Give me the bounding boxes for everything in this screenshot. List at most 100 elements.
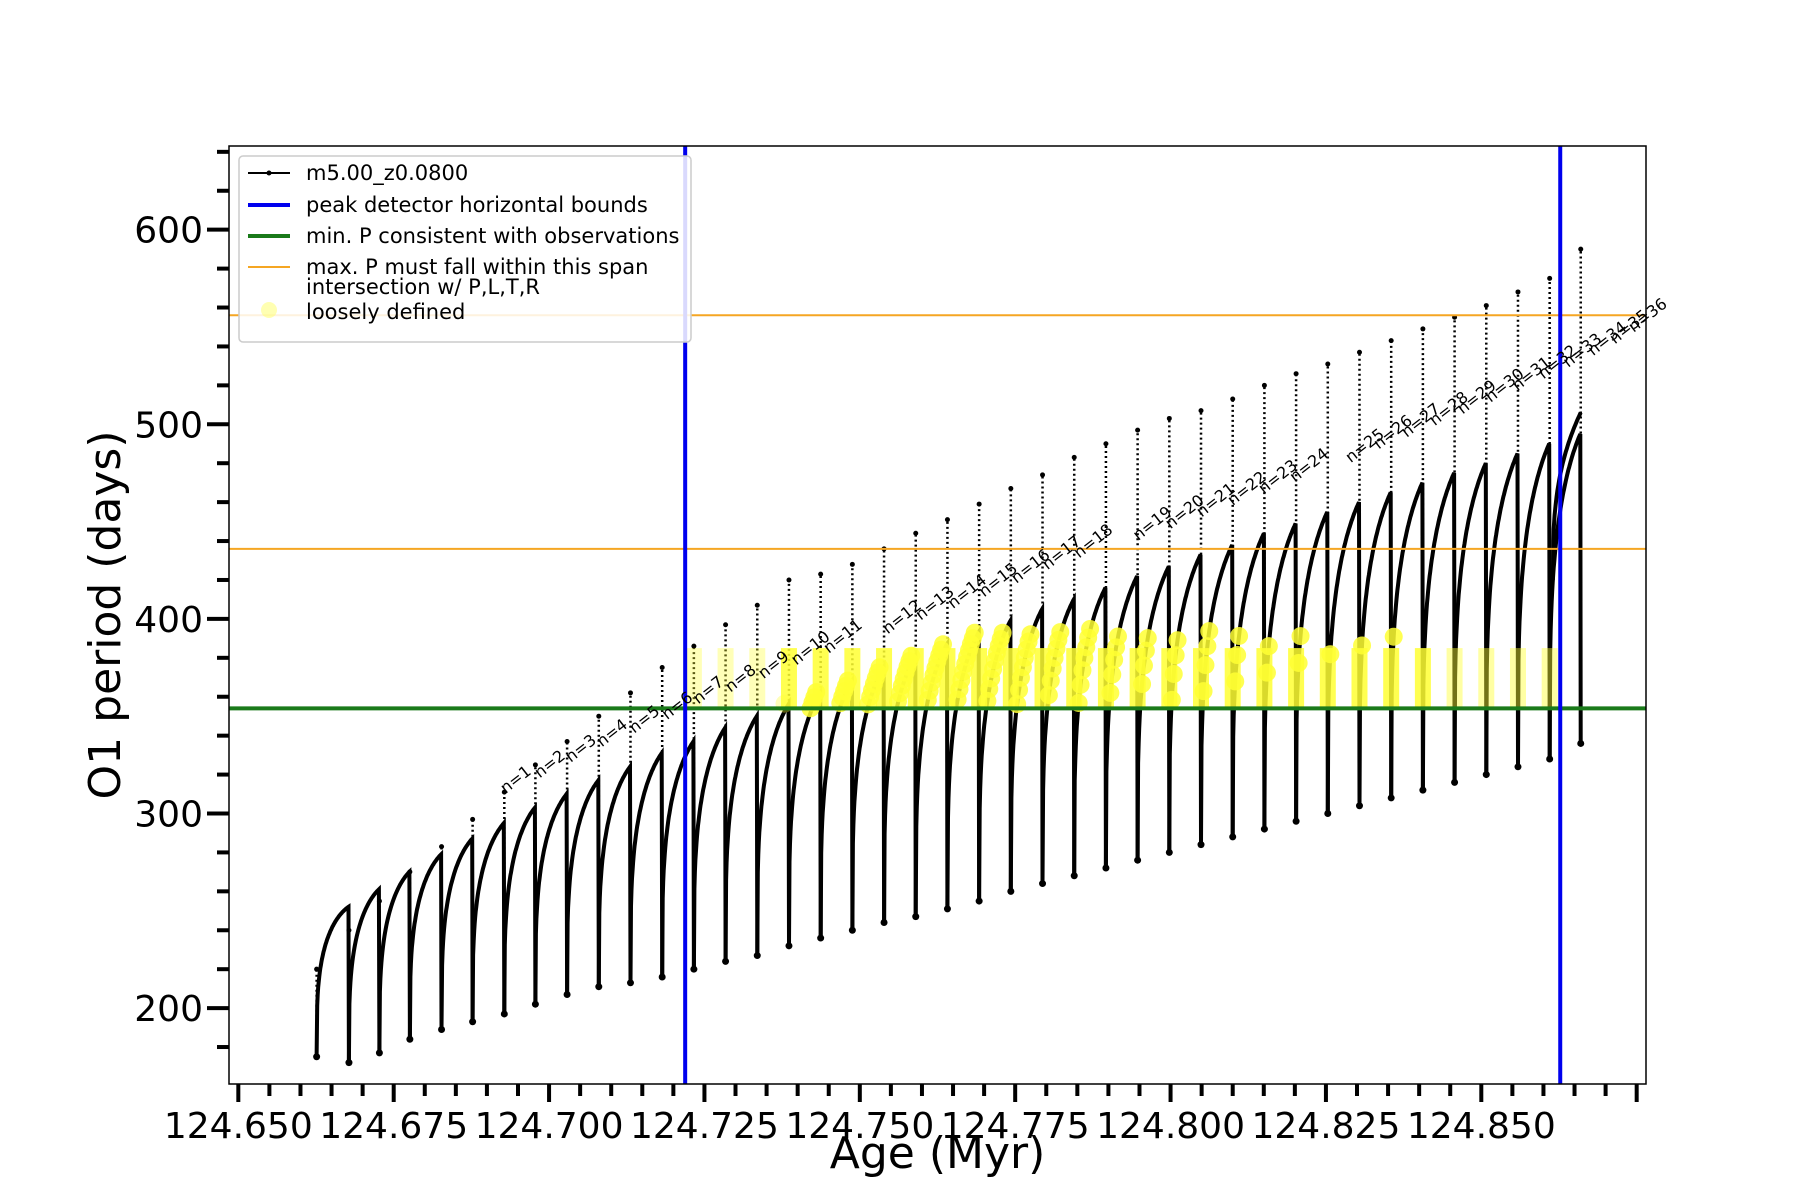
curve-segment-8 <box>533 787 570 1005</box>
y-tick-label-600: 600 <box>134 211 203 252</box>
pulse-spike-tip-18 <box>849 561 855 567</box>
pulse-spike-tip-32 <box>1293 371 1299 377</box>
intersection-marker <box>1051 623 1070 642</box>
pulse-minimum-27 <box>1134 856 1142 864</box>
pulse-minimum-19 <box>880 918 888 926</box>
pulse-spike-tip-5 <box>439 844 445 850</box>
legend-label-2: min. P consistent with observations <box>306 224 679 248</box>
pulse-spike-tip-38 <box>1483 303 1489 309</box>
curve-segment-32 <box>1294 511 1330 822</box>
intersection-band <box>1288 648 1305 709</box>
pulse-minimum-29 <box>1197 841 1205 849</box>
pulse-minimum-34 <box>1355 802 1363 810</box>
pulse-spike-tip-1 <box>314 966 320 972</box>
pulse-minimum-7 <box>500 1010 508 1018</box>
curve-segment-14 <box>723 709 760 962</box>
curve-segment-15 <box>755 696 791 956</box>
pulse-spike-tip-22 <box>976 501 982 507</box>
intersection-band <box>1066 648 1083 709</box>
pulse-spike-tip-15 <box>754 602 760 608</box>
intersection-band <box>1319 648 1336 709</box>
pulse-spike-tip-24 <box>1040 472 1046 478</box>
pulse-spike-tip-25 <box>1071 454 1077 460</box>
x-axis: 124.650 124.675 124.700 124.725 124.750 124.7… <box>164 1084 1639 1147</box>
y-tick-label-400: 400 <box>134 600 203 641</box>
intersection-band <box>1034 648 1051 709</box>
pulse-spike-tip-20 <box>913 530 919 536</box>
intersection-band <box>1129 648 1146 709</box>
intersection-band <box>907 648 924 709</box>
curve-segment-9 <box>565 774 601 995</box>
curve-segment-1 <box>314 903 351 1063</box>
curve-segment-31 <box>1262 522 1299 830</box>
curve-segment-37 <box>1452 462 1489 783</box>
intersection-band <box>1509 648 1526 709</box>
y-axis: 200 300 400 500 600 <box>134 149 229 1050</box>
legend-swatch-marker <box>261 302 277 318</box>
intersection-band <box>1002 648 1019 709</box>
pulse-minimum-39 <box>1514 763 1522 771</box>
intersection-band <box>876 648 893 709</box>
intersection-band <box>812 648 829 709</box>
pulse-spike-tip-2 <box>346 927 352 933</box>
intersection-band <box>1414 648 1431 709</box>
pulse-minimum-36 <box>1419 786 1427 794</box>
pulse-label-n=24: n=24 <box>1286 444 1332 486</box>
x-tick-label-124.775: 124.775 <box>941 1106 1090 1147</box>
pulse-minimum-1 <box>313 1053 321 1061</box>
curve-segment-34 <box>1357 491 1394 806</box>
pulse-minimum-33 <box>1324 809 1332 817</box>
legend-swatch-dot <box>266 170 272 176</box>
pulse-minimum-23 <box>1007 887 1015 895</box>
pulse-spike-tip-30 <box>1230 396 1236 402</box>
x-tick-label-124.850: 124.850 <box>1407 1106 1556 1147</box>
intersection-marker <box>1081 619 1100 638</box>
pulse-minimum-30 <box>1229 833 1237 841</box>
curve-segment-27 <box>1135 565 1172 861</box>
intersection-marker <box>1291 627 1310 646</box>
pulse-minimum-2 <box>345 1059 353 1067</box>
intersection-band <box>1161 648 1178 709</box>
pulse-spike-tip-13 <box>691 643 697 649</box>
curve-segment-5 <box>439 833 475 1030</box>
curve-segment-13 <box>691 720 728 970</box>
intersection-band <box>1478 648 1495 709</box>
pulse-spike-tip-8 <box>532 762 538 768</box>
pulse-minimum-37 <box>1451 778 1459 786</box>
pulse-minimum-13 <box>690 965 698 973</box>
y-tick-label-500: 500 <box>134 405 203 446</box>
pulse-spike-tip-17 <box>818 571 824 577</box>
pulse-spike-tip-36 <box>1420 326 1426 332</box>
intersection-band <box>1383 648 1400 709</box>
x-tick-label-124.825: 124.825 <box>1251 1106 1400 1147</box>
curve-segment-39 <box>1516 442 1552 767</box>
pulse-spike-tip-16 <box>786 577 792 583</box>
pulse-minimum-35 <box>1387 794 1395 802</box>
intersection-band <box>1224 648 1241 709</box>
curve-segment-7 <box>502 802 538 1014</box>
pulse-spike-tip-11 <box>627 690 633 696</box>
intersection-band <box>844 648 861 709</box>
curve-segment-26 <box>1103 575 1140 869</box>
legend-label-4-line2: loosely defined <box>306 300 465 324</box>
curve-segment-16 <box>787 685 823 946</box>
x-tick-label-124.650: 124.650 <box>164 1106 313 1147</box>
intersection-marker <box>1230 626 1249 645</box>
curve-segment-35 <box>1389 481 1425 798</box>
curve-segment-4 <box>407 849 444 1040</box>
pulse-minimum-9 <box>563 990 571 998</box>
pulse-minimum-5 <box>438 1026 446 1034</box>
pulse-spike-tip-12 <box>659 665 665 671</box>
curve-segment-10 <box>596 760 633 987</box>
intersection-band <box>971 648 988 709</box>
series-m5-curve <box>313 246 1585 1067</box>
pulse-minimum-18 <box>848 926 856 934</box>
curve-segment-3 <box>377 867 412 1053</box>
pulse-minimum-11 <box>626 979 634 987</box>
plot-area <box>229 146 1646 1084</box>
pulse-spike-tip-10 <box>596 713 602 719</box>
pulse-minimum-15 <box>753 952 761 960</box>
pulse-spike-tip-39 <box>1515 289 1521 295</box>
